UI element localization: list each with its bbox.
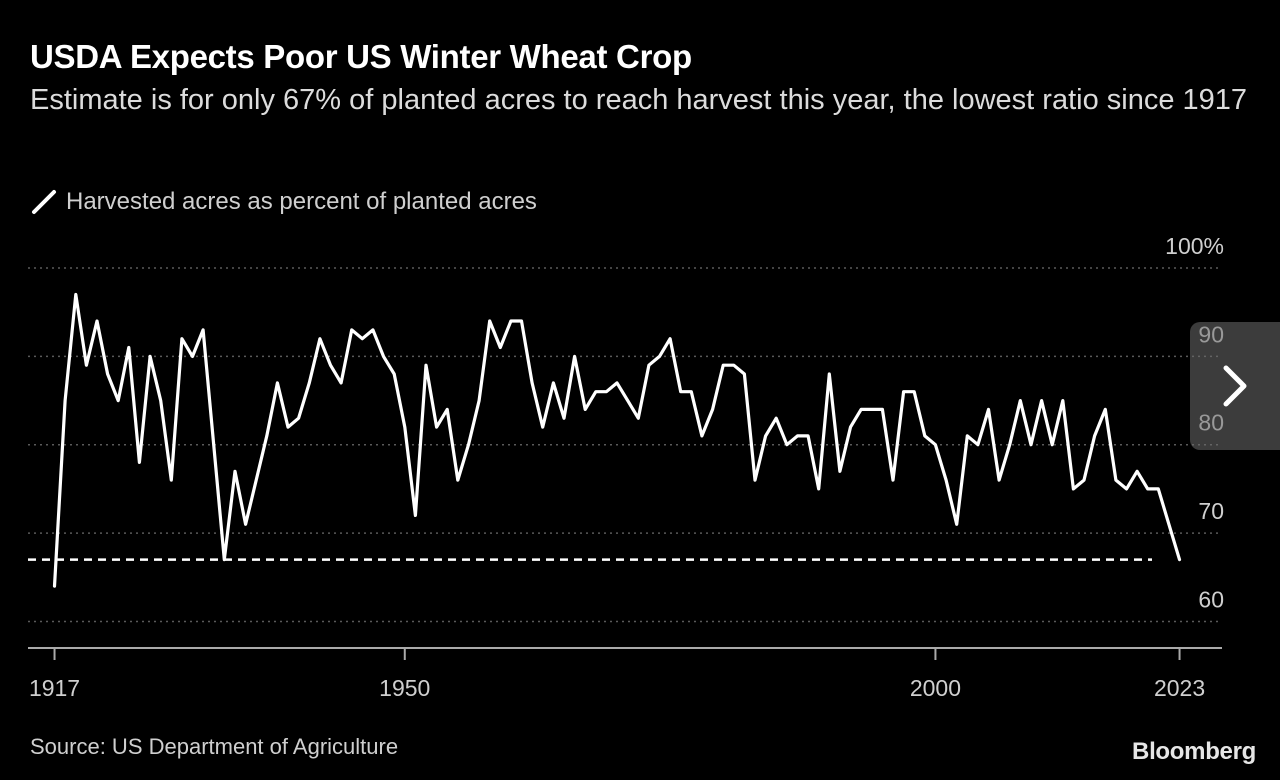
x-tick-label: 1917 (29, 675, 80, 701)
legend-label: Harvested acres as percent of planted ac… (66, 188, 537, 215)
chart-legend: Harvested acres as percent of planted ac… (30, 188, 537, 216)
x-tick-label: 2000 (910, 675, 961, 701)
x-tick-label: 1950 (379, 675, 430, 701)
source-note: Source: US Department of Agriculture (30, 734, 399, 759)
series-line-harvested-percent (52, 292, 1182, 588)
bloomberg-logo: Bloomberg (1132, 738, 1256, 765)
x-tick-label: 2023 (1154, 675, 1205, 701)
chevron-right-icon (1223, 365, 1247, 407)
next-slide-button[interactable] (1190, 322, 1280, 450)
y-tick-label: 70 (1198, 498, 1224, 524)
legend-line-swatch-icon (32, 190, 56, 214)
chart-title: USDA Expects Poor US Winter Wheat Crop (30, 38, 692, 75)
chart-subtitle: Estimate is for only 67% of planted acre… (30, 84, 1248, 116)
y-tick-label: 100% (1165, 233, 1224, 259)
y-tick-label: 60 (1198, 586, 1224, 612)
